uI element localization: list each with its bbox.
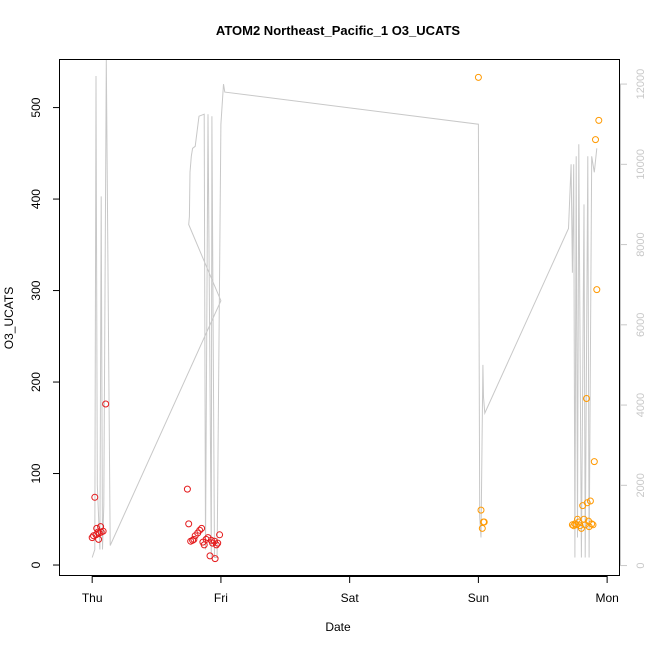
data-point (480, 518, 488, 526)
x-tick-label: Sun (468, 591, 489, 605)
data-point (593, 286, 601, 294)
y-axis: 0 100 200 300 400 500 (29, 97, 60, 568)
points-layer (88, 73, 603, 563)
data-point (588, 520, 596, 528)
right-tick-label: 8000 (635, 232, 647, 256)
right-tick-label: 10000 (635, 149, 647, 180)
y-axis-label: O3_UCATS (2, 287, 16, 349)
data-point (477, 506, 485, 514)
y-tick-label: 300 (29, 280, 43, 300)
data-point (589, 521, 597, 529)
y-tick-label: 0 (29, 561, 43, 568)
right-tick-label: 2000 (635, 473, 647, 497)
chart-title: ATOM2 Northeast_Pacific_1 O3_UCATS (216, 23, 461, 38)
data-point (211, 555, 219, 563)
x-tick-label: Sat (341, 591, 360, 605)
y-tick-label: 100 (29, 463, 43, 483)
x-axis-label: Date (325, 620, 351, 634)
data-point (196, 526, 204, 534)
data-point (590, 458, 598, 466)
data-point (583, 395, 590, 402)
right-tick-label: 4000 (635, 393, 647, 417)
y-tick-label: 500 (29, 97, 43, 117)
data-point (198, 524, 206, 532)
data-point (577, 524, 585, 532)
right-tick-label: 12000 (635, 69, 647, 100)
data-point (183, 485, 191, 493)
x-tick-label: Mon (595, 591, 618, 605)
y-tick-label: 400 (29, 189, 43, 209)
data-point (216, 531, 224, 539)
x-axis: Thu Fri Sat Sun Mon (82, 576, 619, 605)
data-point (212, 541, 220, 549)
y-tick-label: 200 (29, 372, 43, 392)
right-axis-line-layer (91, 59, 598, 558)
data-point (202, 535, 210, 543)
data-point (102, 400, 110, 408)
x-tick-label: Fri (214, 591, 228, 605)
data-point (185, 520, 193, 528)
series-line (91, 59, 598, 558)
data-point (478, 524, 486, 532)
data-point (91, 493, 99, 501)
right-tick-label: 0 (635, 563, 647, 569)
y-axis-right: 0 2000 4000 6000 8000 10000 12000 (620, 69, 647, 569)
data-point (595, 116, 603, 124)
data-point (592, 136, 599, 144)
data-point (99, 527, 107, 535)
data-point (94, 528, 102, 536)
data-point (214, 539, 222, 547)
data-point (474, 73, 482, 81)
x-tick-label: Thu (82, 591, 103, 605)
data-point (209, 539, 217, 547)
data-point (586, 497, 594, 505)
right-tick-label: 6000 (635, 313, 647, 337)
data-point (190, 535, 198, 543)
